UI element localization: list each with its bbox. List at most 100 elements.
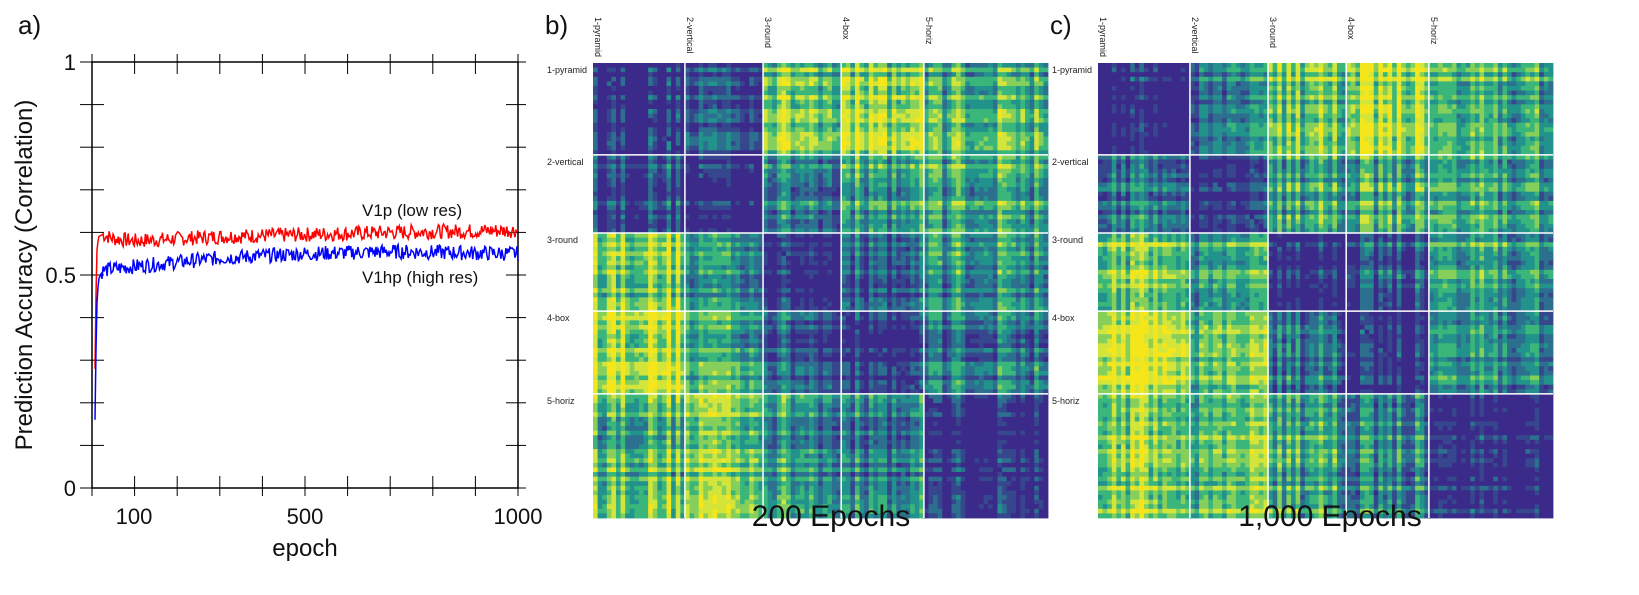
heatmap-cell [790, 67, 796, 73]
heatmap-cell [786, 90, 792, 96]
heatmap-cell [997, 182, 1003, 188]
heatmap-cell [813, 237, 819, 243]
heatmap-cell [629, 191, 635, 197]
heatmap-cell [666, 214, 672, 220]
heatmap-cell [726, 182, 732, 188]
heatmap-cell [597, 242, 603, 248]
heatmap-cell [914, 150, 920, 156]
heatmap-cell [799, 113, 805, 119]
heatmap-cell [657, 228, 663, 234]
heatmap-cell [956, 99, 962, 105]
heatmap-cell [891, 67, 897, 73]
heatmap-cell [666, 223, 672, 229]
heatmap-cell [923, 72, 929, 78]
heatmap-cell [956, 256, 962, 262]
heatmap-cell [910, 72, 916, 78]
heatmap-cell [979, 108, 985, 114]
heatmap-cell [956, 127, 962, 133]
heatmap-cell [799, 219, 805, 225]
heatmap-cell [877, 279, 883, 285]
heatmap-cell [657, 81, 663, 87]
heatmap-cell [960, 251, 966, 257]
heatmap-cell [657, 288, 663, 294]
heatmap-cell [629, 108, 635, 114]
heatmap-cell [657, 173, 663, 179]
heatmap-cell [1038, 168, 1044, 174]
heatmap-cell [666, 108, 672, 114]
heatmap-cell [652, 104, 658, 110]
heatmap-cell [799, 122, 805, 128]
heatmap-cell [960, 131, 966, 137]
heatmap-cell [625, 210, 631, 216]
heatmap-cell [597, 122, 603, 128]
heatmap-cell [979, 67, 985, 73]
heatmap-cell [652, 113, 658, 119]
heatmap-cell [602, 187, 608, 193]
heatmap-cell [712, 95, 718, 101]
heatmap-cell [721, 256, 727, 262]
heatmap-cell [822, 95, 828, 101]
heatmap-cell [1011, 118, 1017, 124]
heatmap-cell [891, 242, 897, 248]
heatmap-cell [946, 118, 952, 124]
heatmap-cell [1034, 187, 1040, 193]
heatmap-cell [767, 265, 773, 271]
heatmap-cell [611, 136, 617, 142]
heatmap-cell [983, 85, 989, 91]
heatmap-cell [910, 99, 916, 105]
heatmap-cell [854, 196, 860, 202]
heatmap-cell [629, 85, 635, 91]
heatmap-cell [786, 95, 792, 101]
heatmap-cell [873, 279, 879, 285]
heatmap-cell [1015, 260, 1021, 266]
heatmap-cell [620, 196, 626, 202]
heatmap-cell [799, 104, 805, 110]
heatmap-cell [983, 159, 989, 165]
heatmap-cell [877, 127, 883, 133]
heatmap-cell [809, 127, 815, 133]
heatmap-cell [923, 187, 929, 193]
heatmap-cell [611, 76, 617, 82]
heatmap-cell [942, 182, 948, 188]
heatmap-cell [712, 99, 718, 105]
heatmap-cell [1015, 173, 1021, 179]
heatmap-cell [960, 118, 966, 124]
heatmap-cell [864, 283, 870, 289]
heatmap-cell [786, 191, 792, 197]
heatmap-cell [910, 237, 916, 243]
heatmap-cell [666, 283, 672, 289]
heatmap-cell [652, 131, 658, 137]
heatmap-cell [694, 237, 700, 243]
heatmap-cell [905, 242, 911, 248]
heatmap-cell [928, 122, 934, 128]
heatmap-cell [937, 214, 943, 220]
heatmap-cell [799, 85, 805, 91]
heatmap-cell [795, 72, 801, 78]
heatmap-cell [882, 274, 888, 280]
heatmap-cell [744, 90, 750, 96]
heatmap-cell [1043, 274, 1049, 280]
heatmap-cell [763, 168, 769, 174]
heatmap-cell [919, 85, 925, 91]
heatmap-cell [979, 118, 985, 124]
heatmap-cell [809, 81, 815, 87]
heatmap-cell [923, 108, 929, 114]
heatmap-cell [763, 177, 769, 183]
heatmap-cell [786, 269, 792, 275]
heatmap-cell [795, 279, 801, 285]
heatmap-cell [965, 274, 971, 280]
heatmap-cell [643, 85, 649, 91]
heatmap-cell [1011, 173, 1017, 179]
heatmap-cell [900, 182, 906, 188]
heatmap-cell [707, 104, 713, 110]
heatmap-cell [905, 99, 911, 105]
heatmap-cell [638, 95, 644, 101]
heatmap-cell [891, 223, 897, 229]
heatmap-cell [873, 283, 879, 289]
heatmap-cell [763, 265, 769, 271]
heatmap-cell [772, 63, 778, 68]
heatmap-cell [689, 177, 695, 183]
heatmap-cell [1029, 260, 1035, 266]
heatmap-cell [937, 196, 943, 202]
heatmap-cell [786, 260, 792, 266]
